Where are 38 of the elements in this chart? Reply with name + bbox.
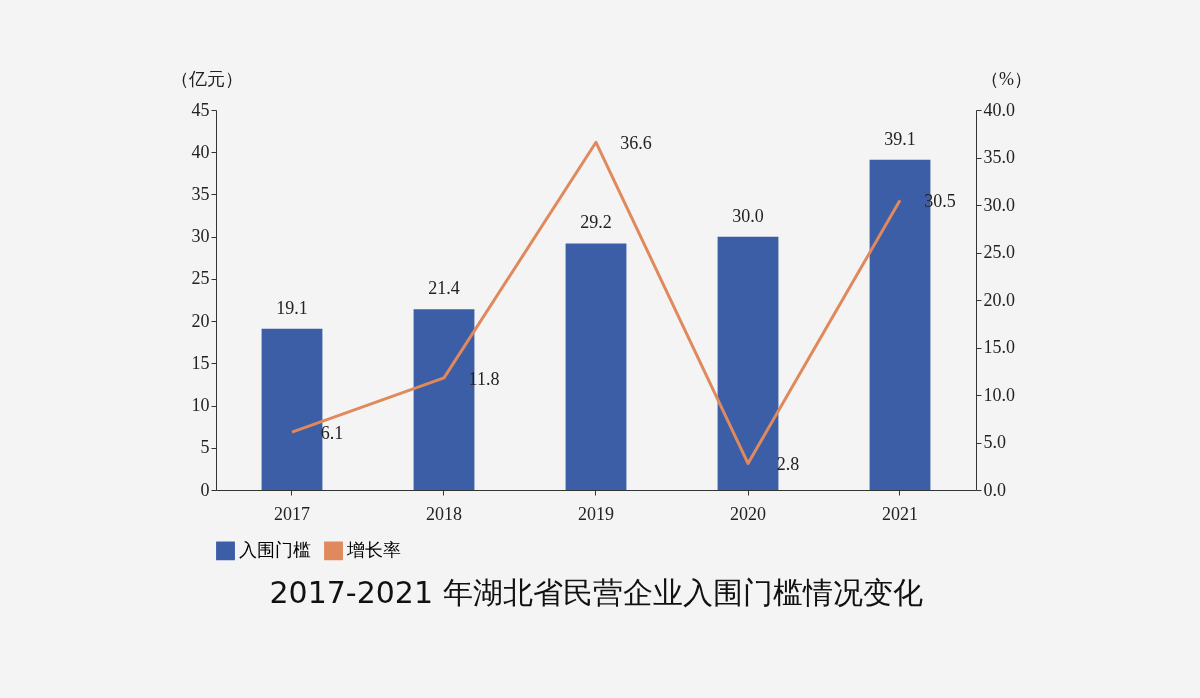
x-tick-label: 2018 <box>426 503 462 524</box>
x-tick-label: 2019 <box>578 503 614 524</box>
y-tick-label: 25 <box>191 268 210 289</box>
data-label: 36.6 <box>620 133 652 154</box>
y-tick-label: 5 <box>200 437 210 458</box>
y2-tick-label: 40.0 <box>983 99 1015 120</box>
y2-axis-title: （%） <box>981 68 1032 89</box>
y-tick-label: 40 <box>191 141 210 162</box>
text: 2017-2021 年湖北省民营企业入围门槛情况变化 <box>269 575 923 610</box>
y2-tick-label: 15.0 <box>983 337 1015 357</box>
y-axis-title: （亿元） <box>170 68 243 89</box>
data-label: 29.2 <box>580 212 612 233</box>
y2-tick-label: 35.0 <box>983 147 1015 167</box>
bar <box>717 236 779 490</box>
data-label: 30.0 <box>732 205 764 226</box>
y2-tick-label: 25.0 <box>983 242 1015 262</box>
y2-tick-label: 30.0 <box>983 194 1015 215</box>
data-label: 39.1 <box>884 128 916 149</box>
y-tick-label: 0 <box>200 479 210 500</box>
legend-label: 入围门槛 <box>239 539 311 560</box>
y2-tick-label: 5.0 <box>983 432 1006 452</box>
y-tick-label: 30 <box>191 226 210 247</box>
y-tick-label: 20 <box>191 310 210 331</box>
x-tick-label: 2021 <box>882 503 918 524</box>
bar <box>565 243 627 490</box>
x-tick-label: 2020 <box>730 503 766 524</box>
bar <box>261 328 323 490</box>
y2-tick-label: 20.0 <box>983 289 1015 310</box>
legend-label: 增长率 <box>346 539 401 560</box>
y2-tick-label: 10.0 <box>983 384 1015 405</box>
y-tick-label: 15 <box>191 352 210 373</box>
y-tick-label: 35 <box>191 183 210 204</box>
data-label: 19.1 <box>276 297 308 318</box>
y-tick-label: 45 <box>191 99 210 120</box>
x-tick-label: 2017 <box>274 503 310 524</box>
y-tick-label: 10 <box>191 395 210 416</box>
y2-tick-label: 0.0 <box>983 479 1006 500</box>
data-label: 21.4 <box>428 278 460 299</box>
